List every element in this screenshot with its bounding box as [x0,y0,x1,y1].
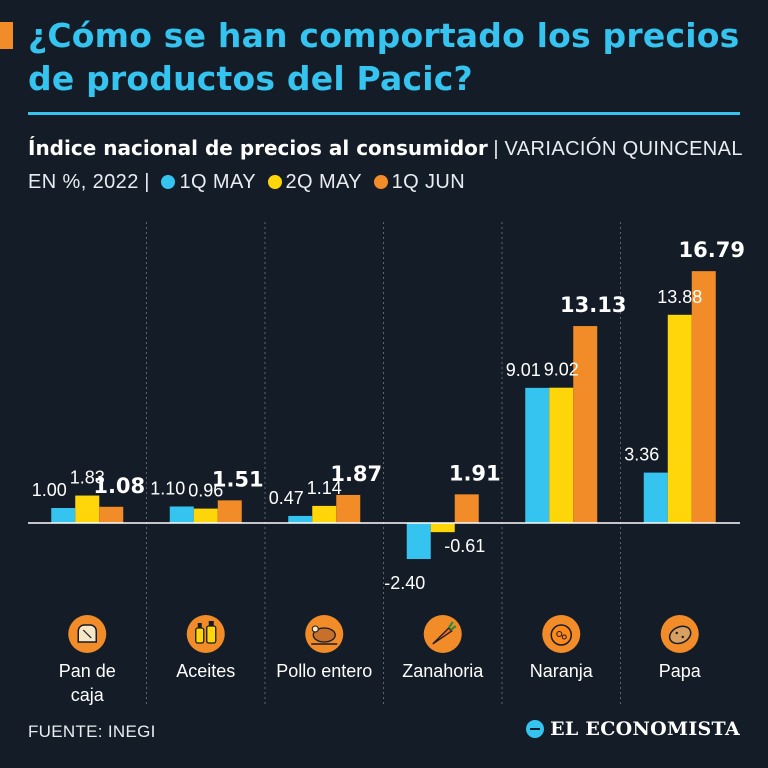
page-title: ¿Cómo se han comportado los precios de p… [28,16,740,98]
data-label-1q-jun-pollo-entero: 1.87 [330,462,382,486]
subtitle-separator: | [493,138,499,160]
data-label-1q-may-aceites: 1.10 [150,479,185,499]
brand-logo: EL ECONOMISTA [526,718,740,740]
subtitle-main: Índice nacional de precios al consumidor [28,136,488,160]
bar-1q-may-naranja [525,387,550,523]
data-label-2q-may-papa: 13.88 [657,287,702,307]
category-label-zanahoria: Zanahoria [402,661,484,681]
data-label-2q-may-pollo-entero: 1.14 [307,478,342,498]
category-label-aceites: Aceites [176,661,235,681]
category-label-pollo-entero: Pollo entero [276,661,372,681]
bar-1q-jun-pan-de-caja [99,506,124,523]
bar-1q-jun-aceites [217,500,242,523]
bar-2q-may-papa [667,314,692,523]
bar-2q-may-aceites [193,508,218,523]
legend-dot-1q-jun [373,175,388,189]
carrot-icon [423,615,462,653]
legend-separator: | [144,171,150,193]
legend-label-1q-may: 1Q MAY [179,171,256,193]
brand-mark-icon [526,720,545,738]
bar-1q-jun-papa [691,271,716,523]
data-label-1q-jun-pan-de-caja: 1.08 [93,474,145,498]
orange-icon [542,615,581,653]
category-label-papa: Papa [659,661,702,681]
data-label-1q-may-pan-de-caja: 1.00 [32,480,67,500]
bar-1q-may-pollo-entero [288,515,313,523]
bar-1q-may-zanahoria [406,523,431,559]
bar-2q-may-pollo-entero [312,505,337,523]
legend-dot-1q-may [161,175,176,189]
data-label-2q-may-pan-de-caja: 1.83 [70,468,105,488]
legend-label-2q-may: 2Q MAY [285,171,363,193]
bar-2q-may-zanahoria [430,523,455,533]
bar-1q-may-pan-de-caja [51,508,76,523]
data-label-1q-jun-aceites: 1.51 [212,467,264,491]
data-label-1q-jun-naranja: 13.13 [560,293,626,317]
title-accent-bar [0,22,13,49]
brand-name: EL ECONOMISTA [550,718,740,740]
data-label-1q-may-papa: 3.36 [624,445,659,465]
data-label-2q-may-naranja: 9.02 [544,360,579,380]
category-label-pan-de-caja: Pan de [59,661,116,681]
data-label-1q-may-pollo-entero: 0.47 [269,488,304,508]
subtitle-measure: VARIACIÓN QUINCENAL EN %, 2022 [28,138,743,193]
bar-1q-may-aceites [169,506,194,523]
bar-1q-jun-zanahoria [454,494,479,523]
legend-dot-2q-may [267,175,282,189]
bar-1q-jun-naranja [573,326,598,523]
bread-icon [68,615,107,653]
data-label-1q-jun-zanahoria: 1.91 [449,461,501,485]
potato-icon [660,615,699,653]
bar-2q-may-naranja [549,387,574,523]
data-label-2q-may-aceites: 0.96 [188,481,223,501]
title-divider [28,112,740,115]
legend-label-1q-jun: 1Q JUN [391,171,466,193]
data-label-2q-may-zanahoria: -0.61 [444,536,485,556]
bar-1q-jun-pollo-entero [336,494,361,523]
legend: 1Q MAY 2Q MAY 1Q JUN [155,171,465,193]
data-label-1q-may-zanahoria: -2.40 [384,573,425,593]
chart-subtitle: Índice nacional de precios al consumidor… [28,132,748,199]
data-label-1q-jun-papa: 16.79 [679,238,745,262]
source-note: FUENTE: INEGI [28,722,156,741]
data-label-1q-may-naranja: 9.01 [506,360,541,380]
oil-bottles-icon [186,615,225,653]
category-label-naranja: Naranja [530,661,594,681]
category-label-pan-de-caja: caja [71,685,105,705]
bar-1q-may-papa [643,472,668,523]
bar-2q-may-pan-de-caja [75,495,100,523]
roast-chicken-icon [305,615,344,653]
